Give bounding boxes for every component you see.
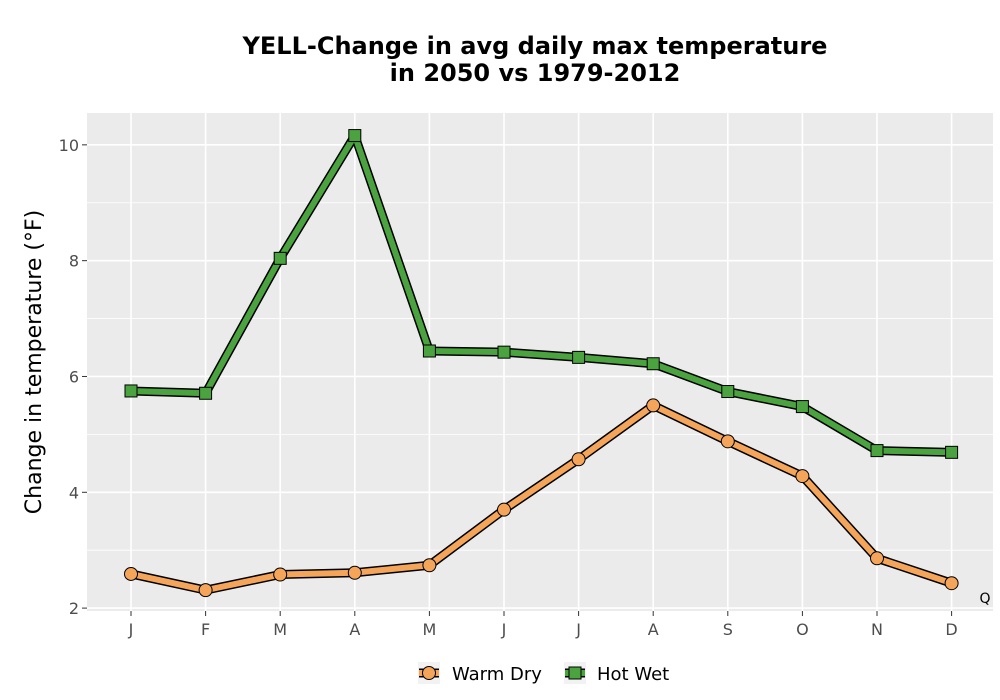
data-point-hot-wet	[945, 445, 959, 459]
data-point-warm-dry	[571, 452, 586, 467]
data-point-hot-wet	[348, 129, 362, 143]
data-point-hot-wet	[199, 386, 213, 400]
data-point-hot-wet	[572, 350, 586, 364]
data-point-warm-dry	[422, 558, 437, 573]
x-tick-label: N	[871, 620, 883, 639]
data-point-warm-dry	[273, 567, 288, 582]
chart-title-line-1: YELL-Change in avg daily max temperature	[242, 32, 828, 60]
data-point-hot-wet	[422, 344, 436, 358]
series-layer	[124, 129, 959, 598]
data-point-hot-wet	[646, 357, 660, 371]
x-tick-label: M	[273, 620, 287, 639]
x-tick-label: D	[945, 620, 957, 639]
y-tick-label: 8	[69, 252, 79, 271]
y-tick-label: 4	[69, 483, 79, 502]
x-tick-label: J	[501, 620, 507, 639]
data-point-hot-wet	[497, 345, 511, 359]
series-hot-wet	[124, 129, 959, 459]
data-point-hot-wet	[870, 444, 884, 458]
data-point-hot-wet	[721, 385, 735, 399]
data-point-warm-dry	[795, 469, 810, 484]
legend-label: Warm Dry	[452, 664, 542, 685]
x-tick-label: F	[201, 620, 210, 639]
data-point-warm-dry	[646, 398, 661, 413]
data-point-warm-dry	[347, 565, 362, 580]
x-tick-label: J	[128, 620, 134, 639]
x-tick-label: J	[575, 620, 581, 639]
legend-key-marker	[422, 666, 436, 680]
data-point-warm-dry	[720, 434, 735, 449]
legend-label: Hot Wet	[597, 664, 669, 685]
x-tick-label: O	[796, 620, 809, 639]
y-tick-label: 10	[59, 136, 79, 155]
data-point-hot-wet	[124, 384, 138, 398]
legend-item-warm-dry: Warm Dry	[418, 662, 542, 685]
y-axis-title: Change in temperature (°F)	[22, 210, 47, 514]
y-tick-label: 6	[69, 367, 79, 386]
x-tick-label: S	[723, 620, 733, 639]
x-tick-label: A	[648, 620, 659, 639]
x-tick-label: A	[349, 620, 360, 639]
x-tick-label: M	[422, 620, 436, 639]
data-point-warm-dry	[870, 551, 884, 566]
data-point-warm-dry	[198, 583, 213, 598]
data-point-warm-dry	[124, 566, 138, 581]
data-point-warm-dry	[944, 576, 959, 591]
y-tick-label: 2	[69, 599, 79, 618]
plot-panel	[87, 113, 993, 611]
chart-title-line-2: in 2050 vs 1979-2012	[390, 59, 681, 87]
legend-key-marker	[568, 666, 582, 680]
grid-lines	[87, 113, 993, 611]
corner-label: Q	[979, 591, 990, 607]
y-axis: 2 4 6 8 10	[59, 136, 87, 618]
data-point-hot-wet	[795, 400, 809, 414]
data-point-hot-wet	[273, 251, 287, 265]
legend-item-hot-wet: Hot Wet	[564, 662, 669, 685]
legend: Warm Dry Hot Wet	[418, 662, 669, 685]
data-point-warm-dry	[497, 502, 511, 517]
series-line-warm-dry	[128, 402, 955, 594]
series-warm-dry	[124, 398, 959, 598]
series-line-hot-wet	[128, 132, 955, 456]
